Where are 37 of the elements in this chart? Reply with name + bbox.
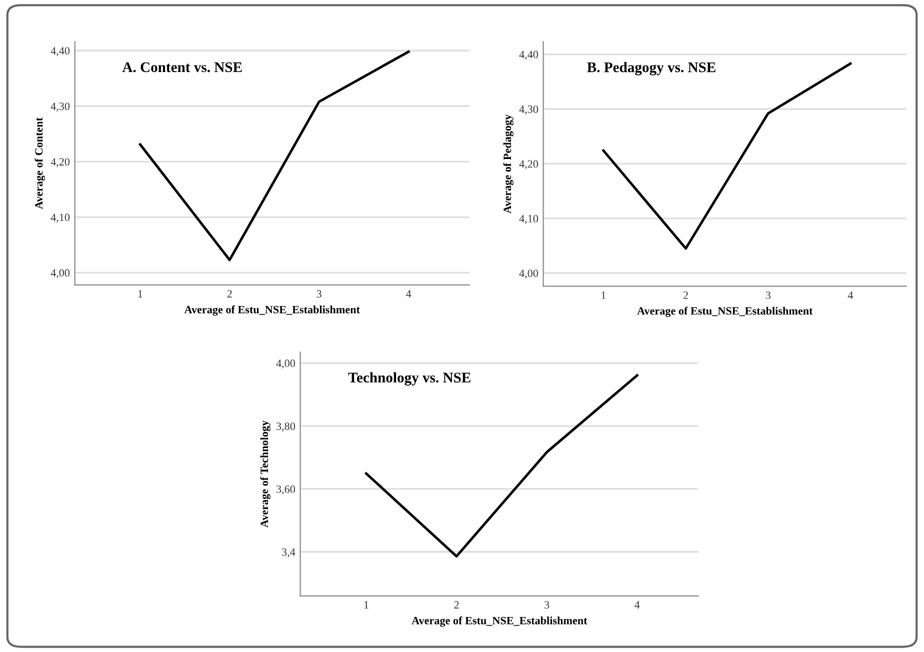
x-tick-label: 4 (634, 601, 640, 608)
y-tick-label: 4,10 (519, 214, 538, 224)
x-tick-label: 2 (227, 290, 232, 298)
y-tick-label: 4,20 (519, 160, 538, 170)
x-tick-label: 1 (138, 290, 142, 298)
x-tick-label: 4 (848, 291, 854, 299)
text: A. Content vs. NSE (122, 62, 242, 72)
x-tick-label: 2 (683, 291, 688, 299)
text: Technology vs. NSE (348, 372, 470, 386)
y-tick-label: 4,00 (50, 269, 70, 278)
x-axis-title: Average of Estu_NSE_Establishment (412, 616, 588, 627)
y-axis-title: Average of Content (34, 118, 45, 210)
y-tick-label: 4,40 (50, 47, 70, 56)
text: B. Pedagogy vs. NSE (587, 62, 716, 76)
y-tick-label: 4,00 (276, 360, 296, 369)
y-tick-label: 4,30 (519, 105, 538, 115)
y-tick-label: 4,10 (50, 214, 70, 223)
x-tick-label: 3 (766, 291, 770, 299)
line-series (602, 62, 852, 250)
y-axis-title: Average of Pedagogy (503, 114, 514, 214)
x-tick-label: 4 (406, 290, 412, 298)
x-tick-label: 3 (316, 290, 322, 298)
y-tick-label: 4,30 (50, 102, 70, 112)
x-tick-label: 1 (364, 601, 368, 608)
x-axis-title: Average of Estu_NSE_Establishment (184, 305, 360, 316)
y-tick-label: 4,00 (519, 270, 538, 279)
x-axis-title: Average of Estu_NSE_Establishment (637, 306, 813, 317)
line-series (138, 50, 410, 262)
y-tick-label: 3,60 (276, 485, 296, 495)
y-axis-title: Average of Technology (260, 420, 270, 528)
x-tick-label: 2 (454, 601, 459, 608)
y-tick-label: 3,4 (282, 548, 296, 558)
x-tick-label: 3 (544, 601, 550, 609)
x-tick-label: 1 (602, 291, 606, 299)
y-tick-label: 4,20 (50, 158, 70, 168)
y-tick-label: 4,40 (519, 50, 538, 60)
y-tick-label: 3,80 (276, 422, 296, 432)
